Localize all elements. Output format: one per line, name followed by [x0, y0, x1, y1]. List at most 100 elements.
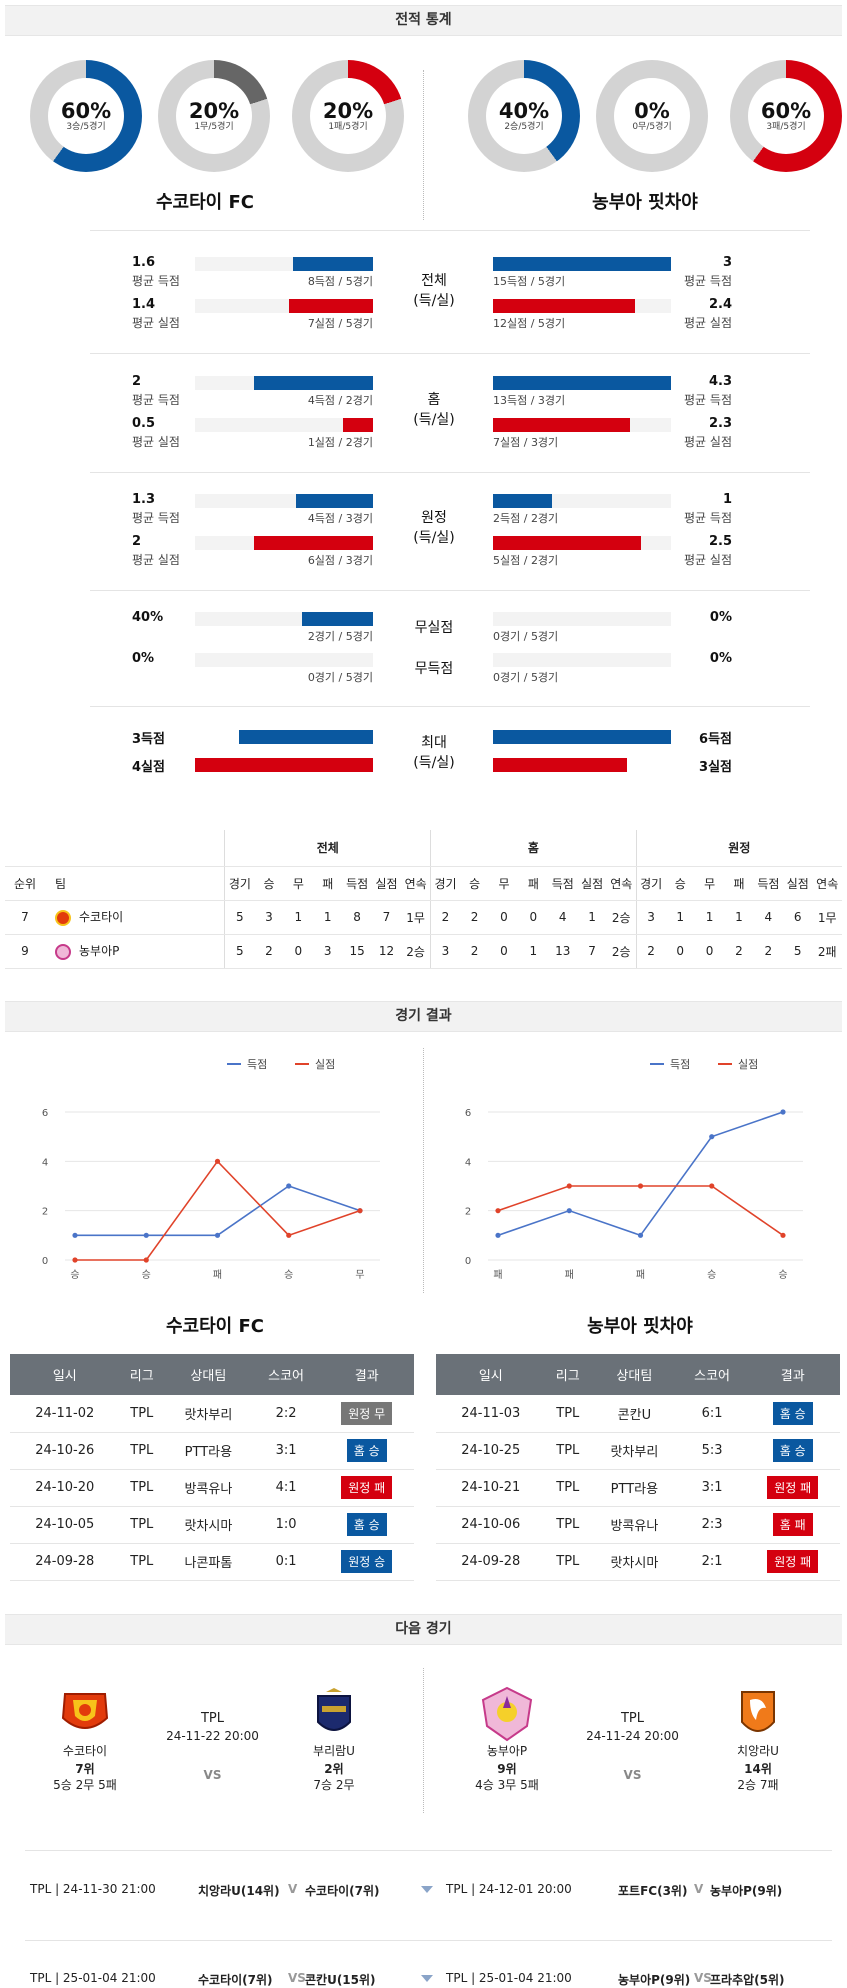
x-tick-label: 패 [565, 1269, 574, 1281]
bar-right-caption: 0경기 / 5경기 [493, 630, 559, 643]
standings-cell: 1무 [401, 900, 432, 935]
standings-cell: 7 [577, 934, 607, 969]
team-logo-chiangrai [738, 1686, 778, 1742]
standings-cell: 8 [342, 900, 372, 935]
upcoming-left-info: TPL | 25-01-04 21:00 [30, 1971, 156, 1985]
stat-group-label: 최대 (득/실) [413, 735, 455, 771]
standings-cell: 7 [371, 900, 402, 935]
stat-right-label: 평균 실점 [684, 553, 732, 567]
results-cell: TPL [119, 1469, 164, 1507]
results-header: 일시 [436, 1354, 546, 1395]
standings-header: 패 [313, 866, 343, 901]
standings-cell: 4 [548, 900, 578, 935]
upcoming-right-info: TPL | 24-12-01 20:00 [446, 1882, 572, 1896]
standings-cell: 2 [724, 934, 754, 969]
donut-caption: 1무/5경기 [194, 121, 234, 132]
standings-header: 득점 [548, 866, 578, 901]
results-cell: 24-10-21 [436, 1469, 546, 1507]
results-cell: PTT라용 [589, 1469, 679, 1507]
table-row: 24-10-06 TPL 방콕유나 2:3 홈 패 [436, 1506, 840, 1544]
away-results-table: 일시 리그 상대팀 스코어 결과 24-11-03 TPL 콘칸U 6:1 홈 승 24-10-25… [436, 1354, 840, 1581]
results-cell: 홈 패 [745, 1506, 840, 1544]
divider [25, 1940, 832, 1941]
donut-center: 60% 3승/5경기 [48, 78, 124, 154]
stat-left-value: 2 [132, 374, 142, 389]
table-row: 24-10-26 TPL PTT라용 3:1 홈 승 [10, 1432, 414, 1470]
stat-left-value: 0% [132, 651, 155, 666]
x-tick-label: 승 [142, 1269, 151, 1281]
standings-cell: 2승 [606, 900, 637, 935]
team-name: 농부아P [78, 944, 120, 959]
standings-header: 순위 [5, 866, 45, 901]
stat-right-value: 6득점 [699, 732, 732, 747]
x-tick-label: 패 [493, 1269, 502, 1281]
donut-center: 0% 0무/5경기 [614, 78, 690, 154]
standings-header: 경기 [430, 866, 460, 901]
bar-left-fill [254, 536, 373, 550]
standings-header: 연속 [606, 866, 637, 901]
team-name: 수코타이 [78, 910, 124, 925]
results-cell: TPL [545, 1506, 590, 1544]
results-cell: 2:1 [678, 1543, 746, 1581]
team-icon [54, 943, 71, 960]
stat-right-value: 2.5 [708, 534, 732, 549]
x-tick-label: 승 [778, 1269, 787, 1281]
data-point [143, 1257, 149, 1263]
table-row: 24-11-02 TPL 랏차부리 2:2 원정 무 [10, 1395, 414, 1433]
results-header: 일시 [10, 1354, 120, 1395]
stat-left-label: 평균 득점 [132, 274, 180, 288]
standings-team: 수코타이 [44, 900, 226, 935]
donut-percent: 20% [322, 98, 374, 123]
next-right-home: 농부아P [486, 1744, 528, 1758]
stat-left-value: 40% [132, 610, 164, 625]
results-cell: TPL [119, 1543, 164, 1581]
results-cell: 원정 패 [745, 1543, 840, 1581]
next-right-away-rank: 14위 [744, 1762, 772, 1776]
donut-chart: 40% 2승/5경기 [468, 60, 580, 172]
standings-cell: 1 [313, 900, 343, 935]
results-cell: 2:2 [252, 1395, 320, 1433]
results-cell: TPL [119, 1432, 164, 1470]
upcoming-right-match: 포트FC(3위) [618, 1884, 688, 1898]
bar-left-fill [289, 299, 373, 313]
results-cell: 랏차부리 [163, 1395, 253, 1433]
results-cell: 원정 패 [319, 1469, 414, 1507]
data-point [780, 1232, 786, 1238]
chart-home: 득점 실점 0 2 4 6 승 승 패 승 무 [5, 1050, 420, 1290]
standings-team: 농부아P [44, 934, 226, 969]
standings-cell: 2 [753, 934, 784, 969]
bar-right-caption: 7실점 / 3경기 [493, 436, 559, 449]
bar-right-fill [493, 257, 671, 271]
upcoming-left-vs: V [288, 1882, 298, 1896]
standings-header: 패 [724, 866, 754, 901]
results-header: 결과 [319, 1354, 414, 1395]
standings-header: 득점 [753, 866, 784, 901]
bar-right-caption: 12실점 / 5경기 [493, 317, 566, 330]
stat-group-label: 전체 (득/실) [413, 273, 455, 309]
donut-center: 20% 1패/5경기 [310, 78, 386, 154]
bar-right-fill [493, 536, 641, 550]
results-header: 리그 [545, 1354, 590, 1395]
y-tick-label: 4 [465, 1157, 471, 1168]
stat-group-label: 무득점 [414, 661, 454, 677]
donut-chart: 0% 0무/5경기 [596, 60, 708, 172]
results-cell: 24-10-26 [10, 1432, 120, 1470]
standings-cell: 3 [636, 900, 666, 935]
bar-left-caption: 0경기 / 5경기 [307, 671, 373, 684]
bar-right-fill [493, 758, 627, 772]
results-header: 상대팀 [589, 1354, 679, 1395]
standings-cell: 5 [783, 934, 813, 969]
data-point [214, 1158, 221, 1164]
x-tick-label: 승 [70, 1269, 79, 1281]
bar-track [195, 418, 373, 432]
next-left-home: 수코타이 [62, 1744, 108, 1758]
results-cell: 방콕유나 [163, 1469, 253, 1507]
results-cell: 랏차부리 [589, 1432, 679, 1470]
standings-header: 승 [665, 866, 695, 901]
donut-percent: 60% [60, 98, 112, 123]
upcoming-right-vs: VS [694, 1971, 712, 1985]
stat-right-label: 평균 득점 [684, 274, 732, 288]
standings-header: 연속 [401, 866, 432, 901]
results-cell: TPL [545, 1395, 590, 1433]
y-tick-label: 2 [465, 1207, 471, 1218]
